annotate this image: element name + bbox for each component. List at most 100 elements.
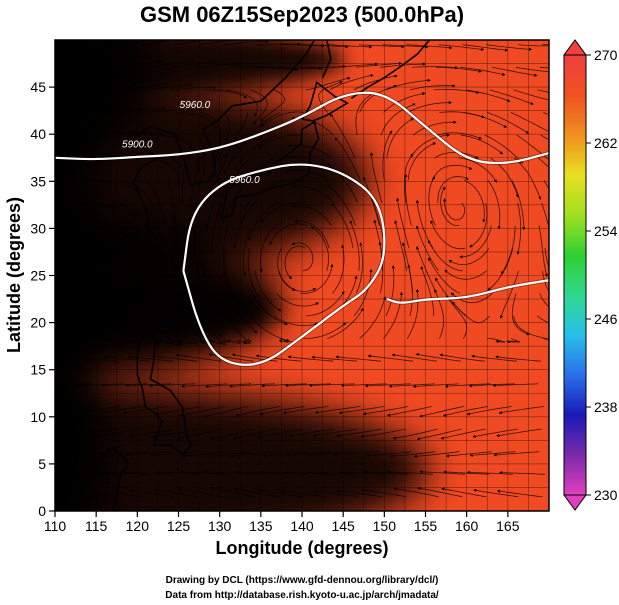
streamline <box>55 451 93 456</box>
streamline <box>339 470 386 475</box>
streamline <box>383 291 403 339</box>
coastline <box>321 40 332 79</box>
streamline <box>68 293 115 300</box>
streamline <box>499 270 519 319</box>
streamline <box>269 223 308 246</box>
streamline <box>175 112 217 130</box>
streamline <box>460 66 506 76</box>
streamline <box>70 202 117 209</box>
streamline <box>222 270 243 318</box>
colorbar-tick-label: 270 <box>594 47 618 63</box>
streamline <box>262 156 307 168</box>
streamline <box>55 406 65 409</box>
coastline <box>55 445 131 511</box>
streamline <box>119 40 153 46</box>
streamline <box>336 428 382 438</box>
x-tick-label: 125 <box>167 518 191 534</box>
streamline <box>55 356 94 362</box>
colorbar-top-triangle <box>563 39 587 56</box>
streamline <box>248 202 279 241</box>
streamline <box>510 112 549 133</box>
streamline <box>337 489 383 498</box>
streamline <box>358 44 405 49</box>
streamline <box>252 66 299 71</box>
colorbar-tick-label: 262 <box>594 135 618 151</box>
streamline <box>353 74 398 91</box>
streamline <box>292 184 335 204</box>
streamline <box>63 270 109 277</box>
streamline <box>90 315 135 328</box>
y-tick-label: 5 <box>38 456 46 472</box>
field-pink-center <box>55 270 280 350</box>
streamline <box>252 293 288 326</box>
streamline <box>194 225 200 278</box>
streamline <box>436 132 482 140</box>
streamline <box>464 180 486 223</box>
y-axis-ticks: 0 5 10 15 20 25 30 35 40 45 <box>30 79 55 519</box>
streamline <box>233 487 279 498</box>
streamline <box>433 89 480 94</box>
streamline <box>221 157 252 198</box>
streamline <box>127 355 174 362</box>
streamline <box>256 428 303 439</box>
streamline <box>92 60 139 68</box>
streamline <box>55 358 70 362</box>
streamline <box>303 322 347 339</box>
streamline <box>142 202 165 249</box>
streamline <box>247 248 259 298</box>
streamline <box>173 134 201 172</box>
streamline <box>407 101 452 113</box>
streamline <box>242 112 280 143</box>
grid-lines <box>55 40 549 511</box>
coastline <box>220 120 320 220</box>
x-tick-label: 135 <box>249 518 273 534</box>
streamline <box>202 315 224 345</box>
streamline <box>170 157 185 204</box>
streamline <box>544 248 549 270</box>
streamline <box>75 406 121 415</box>
streamline <box>460 134 504 155</box>
streamline <box>188 157 198 209</box>
streamline <box>513 89 549 101</box>
streamline <box>223 134 254 175</box>
temperature-field <box>55 40 430 511</box>
streamline <box>539 293 549 308</box>
streamline <box>226 89 259 117</box>
streamline <box>471 354 517 362</box>
x-tick-label: 120 <box>126 518 150 534</box>
height-contours: 5900.0 5960.0 5960.0 <box>55 90 549 367</box>
streamline <box>462 44 509 52</box>
streamline <box>154 338 181 346</box>
streamline <box>196 62 243 68</box>
streamline <box>143 40 174 46</box>
streamline <box>355 242 363 294</box>
streamline <box>487 180 501 230</box>
streamline <box>329 74 374 91</box>
streamline <box>255 42 301 46</box>
streamline <box>261 383 307 388</box>
streamline <box>177 428 223 440</box>
streamline <box>197 134 206 185</box>
streamline <box>71 355 118 362</box>
streamline <box>222 225 229 278</box>
streamline <box>124 338 153 345</box>
streamline <box>407 288 420 339</box>
streamline <box>370 152 383 204</box>
y-axis-label: Latitude (degrees) <box>4 197 24 353</box>
streamline <box>333 451 380 457</box>
streamline <box>206 451 252 458</box>
streamline <box>171 225 183 277</box>
coastline <box>350 40 431 100</box>
streamline <box>516 134 549 161</box>
streamline <box>55 383 68 385</box>
colorbar-tick-label: 246 <box>594 311 618 327</box>
y-tick-label: 15 <box>30 362 46 378</box>
streamline <box>363 176 380 226</box>
streamline <box>209 428 255 441</box>
streamline <box>104 355 150 362</box>
streamline <box>255 354 302 362</box>
streamline <box>420 266 435 317</box>
streamline <box>174 202 181 255</box>
streamline <box>153 488 200 498</box>
streamline <box>231 353 278 362</box>
